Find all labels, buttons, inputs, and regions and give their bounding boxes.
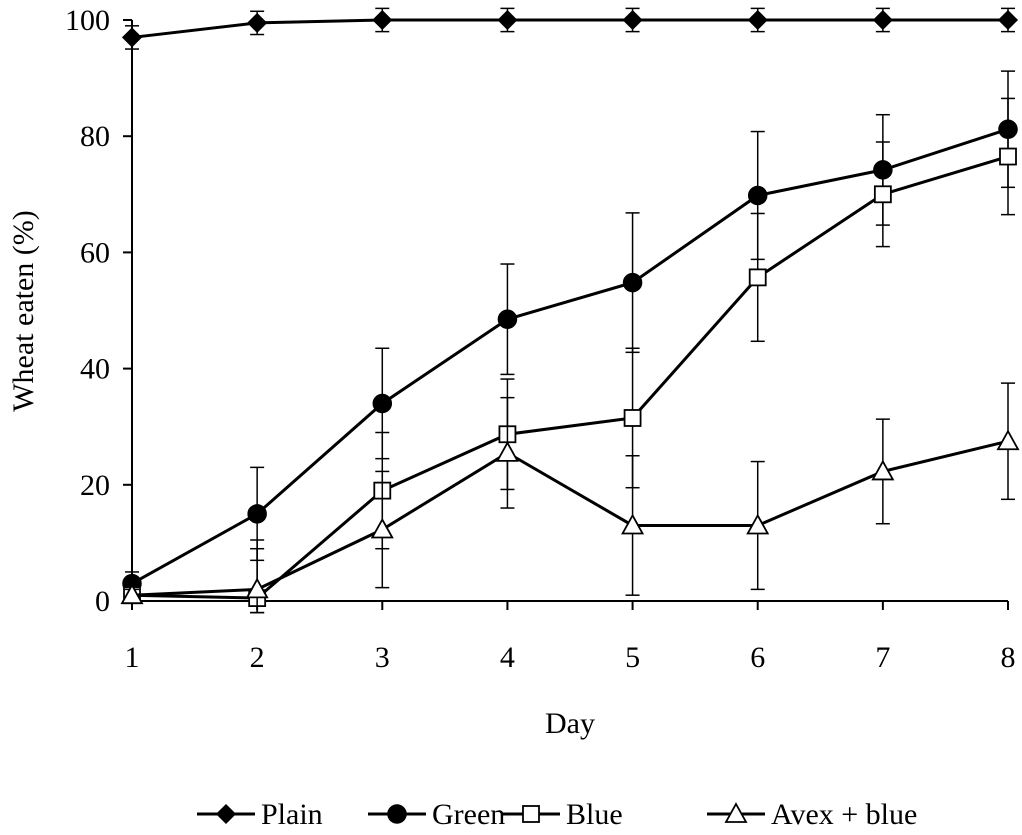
data-point [748,268,767,287]
legend-item: Green [368,798,505,831]
legend-item: Blue [502,798,623,831]
y-tick-label: 80 [80,120,110,153]
data-point [871,459,895,481]
data-point [872,9,893,31]
series-line [131,155,1009,600]
axes: 0 20 40 60 80 100 1 2 3 4 5 6 7 8 [65,4,1016,674]
data-point [623,409,642,427]
plot-area [120,7,1020,614]
x-tick-label: 7 [875,641,890,674]
legend-marker [724,802,748,823]
legend-item: Plain [197,798,323,831]
y-tick-label: 40 [80,353,110,386]
legend-label: Avex + blue [771,798,917,831]
x-tick-label: 6 [750,641,765,674]
data-point [120,583,144,605]
x-tick-label: 5 [625,641,640,674]
legend-label: Plain [261,798,323,831]
x-tick-label: 8 [1001,641,1016,674]
y-tick-label: 60 [80,236,110,269]
legend: Plain Green Blue Avex + blue [197,798,917,831]
data-point [997,9,1019,31]
data-point [497,9,518,31]
data-point [621,513,645,535]
x-tick-label: 4 [500,641,515,674]
x-tick-label: 3 [375,641,390,674]
data-point [121,27,143,48]
data-point [622,272,643,293]
data-point [746,513,770,535]
legend-label: Blue [566,798,623,831]
x-tick-label: 1 [125,641,140,674]
series-line [131,18,1008,39]
legend-label: Green [432,798,505,831]
data-point [747,185,768,206]
x-tick-label: 2 [250,641,265,674]
data-point [495,440,519,462]
data-point [370,517,394,539]
series-blue [123,97,1017,614]
series-avex-blue [120,382,1020,614]
series-line [131,439,1009,597]
x-axis-title: Day [545,707,595,740]
y-ticks: 0 20 40 60 80 100 [65,4,132,618]
data-point [622,9,643,31]
data-point [245,577,269,599]
data-point [873,185,892,204]
data-point [996,429,1020,451]
data-point [247,504,267,524]
data-point [247,12,268,33]
legend-item: Avex + blue [707,798,917,831]
series-line [131,127,1009,585]
data-point [747,9,768,31]
data-point [497,309,518,329]
data-point [372,393,393,414]
y-tick-label: 100 [65,4,110,37]
y-tick-label: 20 [80,469,110,502]
y-axis-title: Wheat eaten (%) [7,210,40,412]
series-plain [121,7,1019,50]
y-tick-label: 0 [95,585,110,618]
data-point [372,9,393,31]
legend-marker [215,803,237,825]
legend-marker [522,805,540,823]
data-point [999,147,1017,166]
legend-marker [387,804,407,824]
x-ticks: 1 2 3 4 5 6 7 8 [125,601,1016,674]
